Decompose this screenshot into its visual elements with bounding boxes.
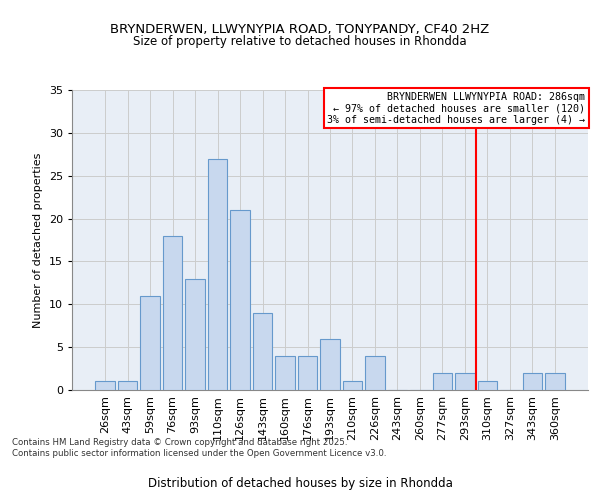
- Text: Size of property relative to detached houses in Rhondda: Size of property relative to detached ho…: [133, 35, 467, 48]
- Bar: [343, 382, 362, 390]
- Bar: [545, 373, 565, 390]
- Bar: [163, 236, 182, 390]
- Bar: [208, 158, 227, 390]
- Y-axis label: Number of detached properties: Number of detached properties: [33, 152, 43, 328]
- Bar: [230, 210, 250, 390]
- Bar: [455, 373, 475, 390]
- Bar: [275, 356, 295, 390]
- Bar: [523, 373, 542, 390]
- Bar: [185, 278, 205, 390]
- Bar: [253, 313, 272, 390]
- Text: Contains HM Land Registry data © Crown copyright and database right 2025.
Contai: Contains HM Land Registry data © Crown c…: [12, 438, 386, 458]
- Text: BRYNDERWEN, LLWYNYPIA ROAD, TONYPANDY, CF40 2HZ: BRYNDERWEN, LLWYNYPIA ROAD, TONYPANDY, C…: [110, 22, 490, 36]
- Bar: [95, 382, 115, 390]
- Bar: [433, 373, 452, 390]
- Bar: [365, 356, 385, 390]
- Bar: [118, 382, 137, 390]
- Text: Distribution of detached houses by size in Rhondda: Distribution of detached houses by size …: [148, 477, 452, 490]
- Bar: [140, 296, 160, 390]
- Bar: [298, 356, 317, 390]
- Bar: [320, 338, 340, 390]
- Bar: [478, 382, 497, 390]
- Text: BRYNDERWEN LLWYNYPIA ROAD: 286sqm
← 97% of detached houses are smaller (120)
3% : BRYNDERWEN LLWYNYPIA ROAD: 286sqm ← 97% …: [328, 92, 586, 124]
